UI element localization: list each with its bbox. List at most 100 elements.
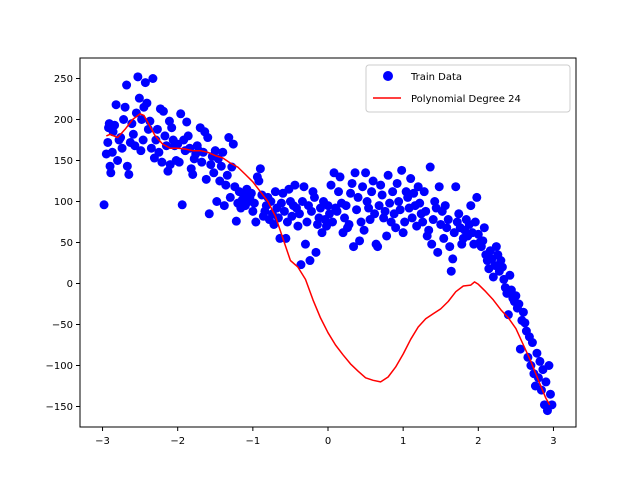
train-data-point — [124, 169, 134, 179]
train-data-point — [177, 200, 187, 210]
train-data-point — [488, 272, 498, 282]
train-data-point — [359, 225, 369, 235]
train-data-point — [439, 233, 449, 243]
train-data-point — [183, 131, 193, 141]
train-data-point — [119, 115, 129, 124]
train-data-point — [290, 180, 300, 190]
train-data-point — [349, 242, 359, 252]
train-data-point — [106, 168, 116, 178]
train-data-point — [111, 100, 121, 110]
y-tick-label: 0 — [67, 279, 73, 290]
train-data-point — [407, 213, 417, 223]
y-tick-label: −50 — [52, 320, 73, 331]
train-data-point — [364, 203, 374, 213]
train-data-point — [425, 162, 435, 172]
train-data-point — [160, 131, 170, 141]
train-data-point — [323, 201, 333, 211]
train-data-point — [305, 256, 315, 266]
train-data-point — [434, 182, 444, 192]
train-data-point — [130, 141, 140, 151]
train-data-point — [355, 236, 365, 246]
y-axis: −150 −100 −50 0 50 100 150 200 250 — [46, 74, 80, 413]
train-data-point — [428, 215, 438, 225]
train-data-point — [137, 115, 147, 124]
train-data-point — [294, 209, 304, 219]
train-data-point — [376, 180, 386, 190]
train-data-point — [317, 228, 327, 238]
train-data-point — [154, 147, 164, 157]
train-data-point — [188, 169, 198, 179]
train-data-point — [276, 198, 286, 208]
train-data-point — [547, 400, 557, 410]
y-tick-label: 150 — [54, 156, 73, 167]
y-tick-label: 250 — [54, 74, 73, 85]
train-data-point — [385, 198, 395, 208]
train-data-point — [122, 161, 132, 171]
train-data-point — [446, 266, 456, 276]
train-data-point — [107, 147, 117, 157]
train-data-point — [382, 231, 392, 241]
train-data-point — [497, 262, 507, 272]
x-tick-label: 0 — [325, 436, 331, 447]
train-data-point — [544, 361, 554, 370]
train-data-point — [206, 160, 216, 170]
train-data-point — [326, 180, 336, 190]
train-data-point — [368, 176, 378, 186]
train-data-point — [122, 80, 132, 90]
scatter-points — [99, 72, 557, 416]
train-data-point — [293, 221, 303, 231]
train-data-point — [210, 146, 220, 156]
train-data-point — [442, 223, 452, 233]
legend-label-polynomial: Polynomial Degree 24 — [411, 94, 521, 105]
polynomial-fit-line — [106, 113, 551, 406]
x-tick-label: 1 — [400, 436, 406, 447]
train-data-point — [134, 93, 144, 103]
train-data-point — [443, 215, 453, 225]
train-data-point — [269, 219, 279, 229]
train-data-point — [397, 165, 407, 175]
train-data-point — [427, 239, 437, 249]
train-data-point — [148, 74, 158, 83]
train-data-point — [424, 225, 434, 235]
train-data-point — [251, 217, 261, 227]
train-data-point — [176, 109, 186, 119]
train-data-point — [224, 133, 234, 143]
train-data-point — [151, 135, 161, 145]
train-data-point — [541, 377, 551, 387]
train-data-point — [311, 247, 321, 257]
train-data-point — [440, 201, 450, 211]
train-data-point — [328, 217, 338, 227]
train-data-point — [527, 338, 537, 348]
train-data-point — [309, 192, 319, 202]
train-data-point — [503, 310, 513, 320]
train-data-point — [370, 209, 380, 219]
train-data-point — [445, 242, 455, 252]
train-data-point — [347, 178, 357, 188]
train-data-point — [518, 307, 528, 317]
train-data-point — [218, 147, 228, 157]
y-tick-label: 100 — [54, 197, 73, 208]
train-data-point — [117, 143, 127, 153]
train-data-point — [341, 201, 351, 211]
train-data-point — [400, 217, 410, 227]
train-data-point — [255, 164, 265, 174]
train-data-point — [454, 209, 464, 219]
train-data-point — [254, 176, 264, 186]
train-data-point — [380, 206, 390, 216]
fit-line — [106, 113, 551, 406]
train-data-point — [110, 120, 120, 130]
train-data-point — [356, 217, 366, 227]
train-data-point — [418, 217, 428, 227]
train-data-point — [221, 180, 231, 190]
train-data-point — [334, 187, 344, 197]
train-data-point — [225, 192, 235, 202]
y-tick-label: −100 — [46, 361, 73, 372]
train-data-point — [346, 188, 356, 198]
train-data-point — [394, 197, 404, 206]
train-data-point — [128, 129, 138, 139]
x-tick-label: 3 — [550, 436, 556, 447]
train-data-point — [279, 206, 289, 216]
train-data-point — [167, 123, 177, 133]
train-data-point — [120, 102, 130, 112]
